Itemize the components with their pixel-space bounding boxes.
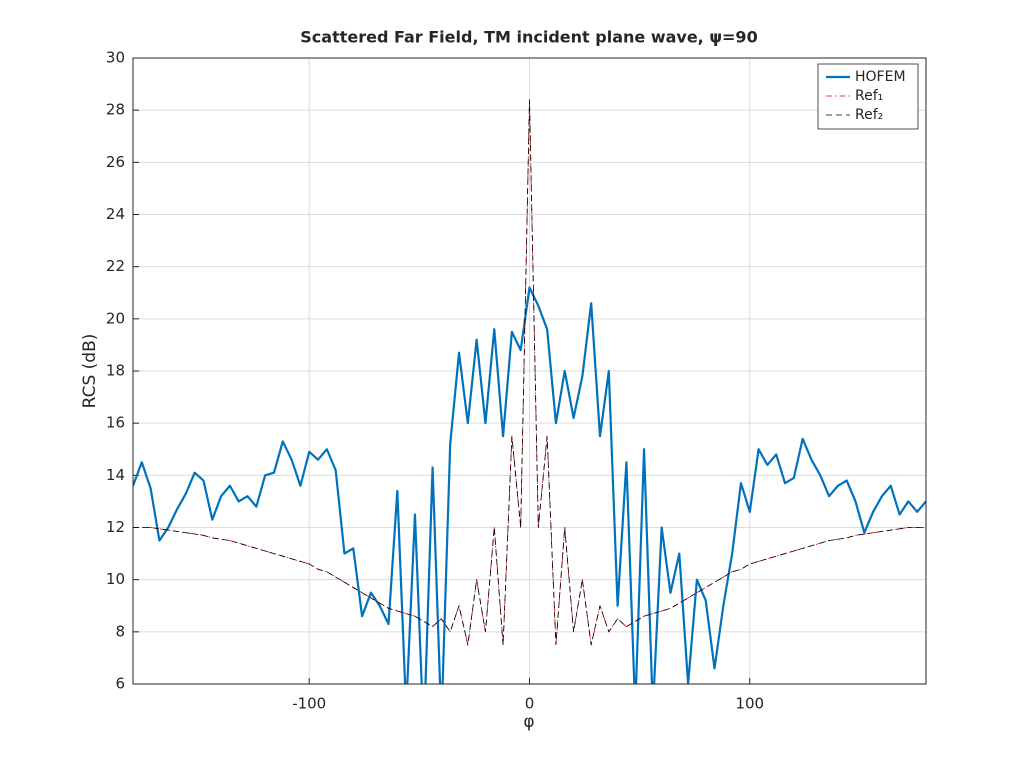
y-tick-label: 30 — [106, 49, 125, 67]
y-tick-label: 20 — [106, 309, 125, 327]
legend-label: Ref₂ — [855, 107, 883, 123]
y-axis-label: RCS (dB) — [80, 334, 100, 409]
x-tick-label: 0 — [525, 695, 535, 713]
x-axis-label: φ — [523, 712, 534, 732]
y-tick-label: 8 — [115, 622, 125, 640]
x-tick-label: 100 — [735, 695, 764, 713]
y-tick-label: 28 — [106, 101, 125, 119]
legend-box — [817, 63, 919, 130]
axes-box — [132, 57, 927, 685]
y-tick-label: 16 — [106, 414, 125, 432]
y-tick-label: 12 — [106, 518, 125, 536]
y-tick-label: 22 — [106, 257, 125, 275]
y-tick-label: 14 — [106, 466, 125, 484]
legend-label: HOFEM — [855, 69, 906, 85]
legend-label: Ref₁ — [855, 88, 883, 104]
line-series — [133, 99, 926, 646]
y-tick-label: 6 — [115, 675, 125, 693]
y-tick-label: 18 — [106, 362, 125, 380]
y-tick-label: 24 — [106, 205, 125, 223]
line-series — [133, 286, 926, 684]
y-tick-label: 10 — [106, 570, 125, 588]
y-tick-label: 26 — [106, 153, 125, 171]
x-tick-label: -100 — [292, 695, 326, 713]
chart-title: Scattered Far Field, TM incident plane w… — [300, 28, 757, 47]
